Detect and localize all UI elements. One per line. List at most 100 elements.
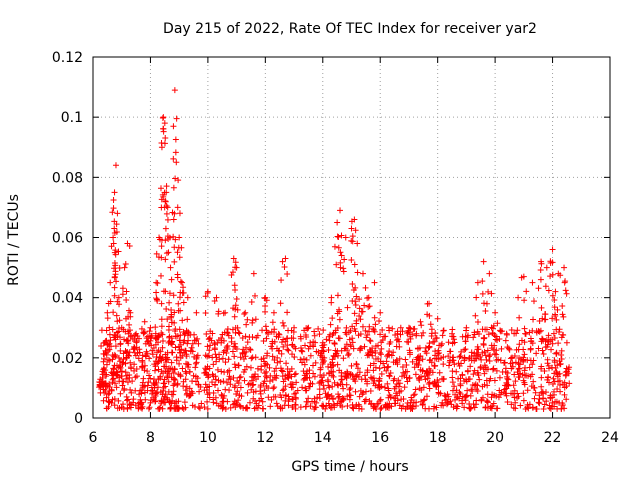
data-point [320, 358, 327, 365]
data-point [222, 405, 229, 412]
data-point [152, 390, 159, 397]
x-tick-label: 10 [199, 430, 217, 446]
data-point [192, 373, 199, 380]
data-point [230, 255, 237, 262]
data-point [377, 349, 384, 356]
x-tick-label: 14 [314, 430, 332, 446]
data-point [189, 390, 196, 397]
data-point [351, 310, 358, 317]
data-point [347, 385, 354, 392]
data-point [520, 273, 527, 280]
data-point [227, 381, 234, 388]
data-point [212, 373, 219, 380]
data-point [246, 399, 253, 406]
data-point [233, 264, 240, 271]
data-point [281, 264, 288, 271]
data-point [227, 404, 234, 411]
data-point [388, 352, 395, 359]
data-point [157, 404, 164, 411]
data-point [449, 368, 456, 375]
data-point [391, 400, 398, 407]
data-point [156, 405, 163, 412]
data-point [516, 365, 523, 372]
data-point [169, 349, 176, 356]
data-point [427, 321, 434, 328]
data-point [275, 334, 282, 341]
data-point [523, 288, 530, 295]
data-point [122, 360, 129, 367]
data-point [508, 326, 515, 333]
data-point [339, 381, 346, 388]
data-point [426, 385, 433, 392]
data-point [396, 380, 403, 387]
data-point [345, 329, 352, 336]
data-point [521, 297, 528, 304]
data-point [343, 341, 350, 348]
data-point [449, 387, 456, 394]
data-point [253, 334, 260, 341]
data-point [424, 369, 431, 376]
data-point [112, 380, 119, 387]
data-point [359, 270, 366, 277]
data-point [349, 339, 356, 346]
data-point [325, 400, 332, 407]
data-point [334, 233, 341, 240]
data-point [289, 381, 296, 388]
data-point [133, 330, 140, 337]
data-point [104, 342, 111, 349]
data-point [311, 328, 318, 335]
data-point [418, 373, 425, 380]
data-point [203, 330, 210, 337]
data-point [261, 378, 268, 385]
data-point [331, 340, 338, 347]
data-point [210, 390, 217, 397]
data-point [468, 386, 475, 393]
data-point [115, 397, 122, 404]
data-point [468, 349, 475, 356]
data-point [167, 404, 174, 411]
data-point [360, 389, 367, 396]
data-point [279, 319, 286, 326]
data-point [466, 376, 473, 383]
data-point [297, 404, 304, 411]
data-point [182, 376, 189, 383]
data-point [235, 397, 242, 404]
data-point [271, 326, 278, 333]
data-point [210, 361, 217, 368]
data-point [362, 327, 369, 334]
data-point [513, 346, 520, 353]
data-point [561, 264, 568, 271]
data-point [349, 233, 356, 240]
data-point [319, 377, 326, 384]
data-point [384, 364, 391, 371]
data-point [179, 290, 186, 297]
data-point [239, 350, 246, 357]
data-point [395, 336, 402, 343]
data-point [348, 225, 355, 232]
data-point [163, 202, 170, 209]
data-point [265, 330, 272, 337]
data-point [154, 280, 161, 287]
data-point [230, 374, 237, 381]
data-point [378, 351, 385, 358]
data-point [173, 115, 180, 122]
data-point [324, 393, 331, 400]
data-point [426, 340, 433, 347]
data-point [338, 369, 345, 376]
data-point [561, 391, 568, 398]
data-point [367, 338, 374, 345]
data-point [419, 368, 426, 375]
data-point [375, 384, 382, 391]
data-point [540, 337, 547, 344]
data-point [264, 361, 271, 368]
data-point [352, 388, 359, 395]
data-point [103, 349, 110, 356]
data-point [204, 353, 211, 360]
data-point [266, 364, 273, 371]
data-point [277, 300, 284, 307]
data-point [337, 259, 344, 266]
data-point [179, 279, 186, 286]
data-point [514, 369, 521, 376]
data-point [552, 364, 559, 371]
data-point [220, 310, 227, 317]
